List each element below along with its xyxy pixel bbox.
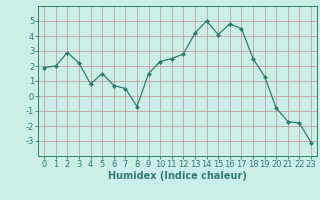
X-axis label: Humidex (Indice chaleur): Humidex (Indice chaleur): [108, 171, 247, 181]
